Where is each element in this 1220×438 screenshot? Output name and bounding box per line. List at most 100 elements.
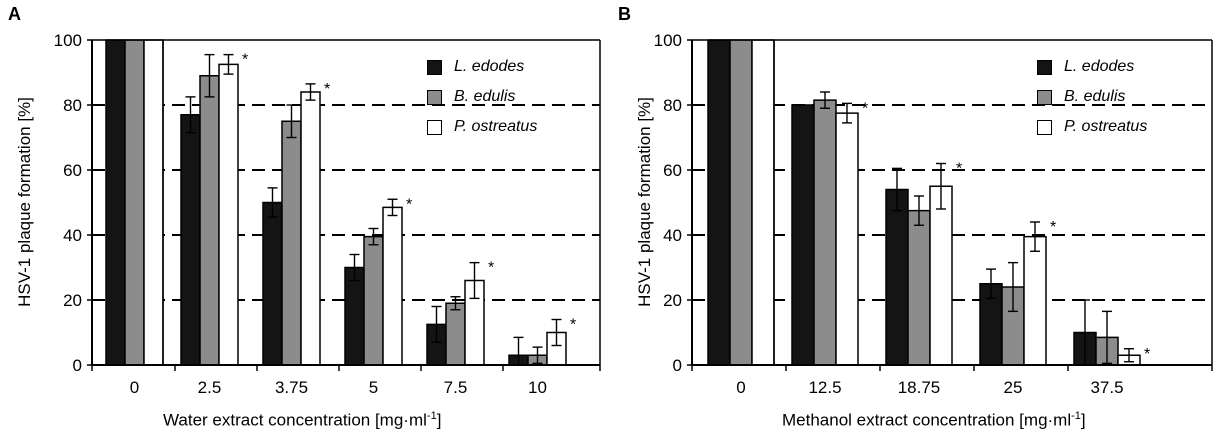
legend-label: P. ostreatus [1064, 118, 1148, 135]
legend-item-l-edodes: L. edodes [427, 52, 537, 82]
x-axis-label-close: ] [436, 410, 442, 430]
legend-item-p-ostreatus: P. ostreatus [427, 112, 537, 142]
bar-group-7.5: * [426, 260, 494, 366]
y-tick-label: 0 [73, 356, 82, 375]
bar [344, 266, 365, 366]
x-axis-label-close: ] [1080, 410, 1086, 430]
significance-mark: * [1144, 346, 1150, 363]
x-tick-label: 12.5 [808, 378, 841, 397]
legend: L. edodes B. edulis P. ostreatus [1037, 52, 1147, 142]
bar-group-0 [707, 39, 775, 366]
legend-swatch [427, 89, 442, 105]
x-axis-label-text: Methanol extract concentration [mg·ml [782, 410, 1072, 430]
bar [262, 201, 283, 366]
legend-swatch [427, 59, 442, 75]
bar [105, 39, 126, 366]
significance-mark: * [324, 81, 330, 98]
bar [363, 235, 384, 366]
bar [124, 39, 145, 366]
panel-letter: B [618, 4, 631, 24]
bar-chart-methanol-extract: 0 * 12.5 * 18.75 * 25 * 37.5 0 20 40 60 80 100 [654, 31, 1213, 397]
x-axis-label-exponent: -1 [1071, 410, 1081, 422]
bar [1023, 235, 1047, 366]
panel-b: B 0 * 12.5 * 18.75 * 25 * 37.5 0 20 40 60 80 100 HSV-1… [610, 0, 1220, 438]
legend-swatch [1037, 119, 1052, 135]
legend-label: B. edulis [1064, 88, 1126, 105]
bar [791, 104, 815, 366]
y-tick-label: 60 [663, 161, 682, 180]
bar [445, 302, 466, 366]
bar-group-0 [105, 39, 164, 366]
legend-swatch [1037, 59, 1052, 75]
significance-mark: * [488, 260, 494, 277]
significance-mark: * [242, 52, 248, 69]
bar [907, 209, 931, 366]
panel-letter: A [8, 4, 21, 24]
bar-group-37.5: * [1073, 299, 1150, 366]
legend-swatch [1037, 89, 1052, 105]
significance-mark: * [406, 196, 412, 213]
bar [729, 39, 753, 366]
significance-mark: * [862, 100, 868, 117]
bar [143, 39, 164, 366]
x-tick-label: 0 [130, 378, 139, 397]
y-tick-label: 60 [63, 161, 82, 180]
x-tick-label: 0 [736, 378, 745, 397]
bar-group-12.5: * [791, 91, 868, 366]
significance-mark: * [956, 161, 962, 178]
bar [300, 91, 321, 366]
legend: L. edodes B. edulis P. ostreatus [427, 52, 537, 142]
bar [885, 188, 909, 366]
bar [751, 39, 775, 366]
bar-group-25: * [979, 219, 1056, 366]
legend-item-b-edulis: B. edulis [1037, 82, 1147, 112]
bar [813, 99, 837, 366]
x-tick-label: 7.5 [444, 378, 468, 397]
legend-item-l-edodes: L. edodes [1037, 52, 1147, 82]
x-tick-label: 3.75 [275, 378, 308, 397]
legend-swatch [427, 119, 442, 135]
bar [180, 114, 201, 366]
bar [707, 39, 731, 366]
x-tick-label: 37.5 [1090, 378, 1123, 397]
bar [382, 206, 403, 366]
y-tick-label: 40 [63, 226, 82, 245]
legend-item-b-edulis: B. edulis [427, 82, 537, 112]
legend-label: P. ostreatus [454, 118, 538, 135]
x-axis-label: Water extract concentration [mg·ml-1] [163, 410, 441, 431]
x-tick-label: 2.5 [198, 378, 222, 397]
x-axis-label: Methanol extract concentration [mg·ml-1] [782, 410, 1086, 431]
legend-label: B. edulis [454, 88, 516, 105]
y-tick-label: 20 [663, 291, 682, 310]
bar-group-5: * [344, 196, 412, 366]
y-tick-label: 80 [663, 96, 682, 115]
y-tick-label: 100 [54, 31, 82, 50]
bar [199, 75, 220, 366]
y-axis-label: HSV-1 plaque formation [%] [635, 97, 654, 307]
x-axis-label-text: Water extract concentration [mg·ml [163, 410, 427, 430]
legend-label: L. edodes [454, 58, 525, 75]
bar [281, 120, 302, 366]
y-tick-label: 0 [673, 356, 682, 375]
x-axis-label-exponent: -1 [426, 410, 437, 422]
panel-a: A 0 * 2.5 * 3.75 * 5 * 7.5 * 10 0 20 40 60 80 100 HSV-1 … [8, 4, 601, 431]
bar-group-3.75: * [262, 81, 330, 366]
y-tick-label: 20 [63, 291, 82, 310]
y-tick-label: 40 [663, 226, 682, 245]
y-axis-label: HSV-1 plaque formation [%] [15, 97, 34, 307]
bar-group-10: * [508, 317, 576, 366]
x-tick-label: 5 [369, 378, 378, 397]
x-tick-label: 18.75 [898, 378, 941, 397]
significance-mark: * [1050, 219, 1056, 236]
significance-mark: * [570, 317, 576, 334]
bar [835, 112, 859, 366]
bar-group-2.5: * [180, 52, 248, 366]
x-tick-label: 10 [528, 378, 547, 397]
legend-item-p-ostreatus: P. ostreatus [1037, 112, 1147, 142]
bar [218, 63, 239, 366]
x-tick-label: 25 [1004, 378, 1023, 397]
y-tick-label: 80 [63, 96, 82, 115]
bar [929, 185, 953, 366]
bar-group-18.75: * [885, 161, 962, 366]
